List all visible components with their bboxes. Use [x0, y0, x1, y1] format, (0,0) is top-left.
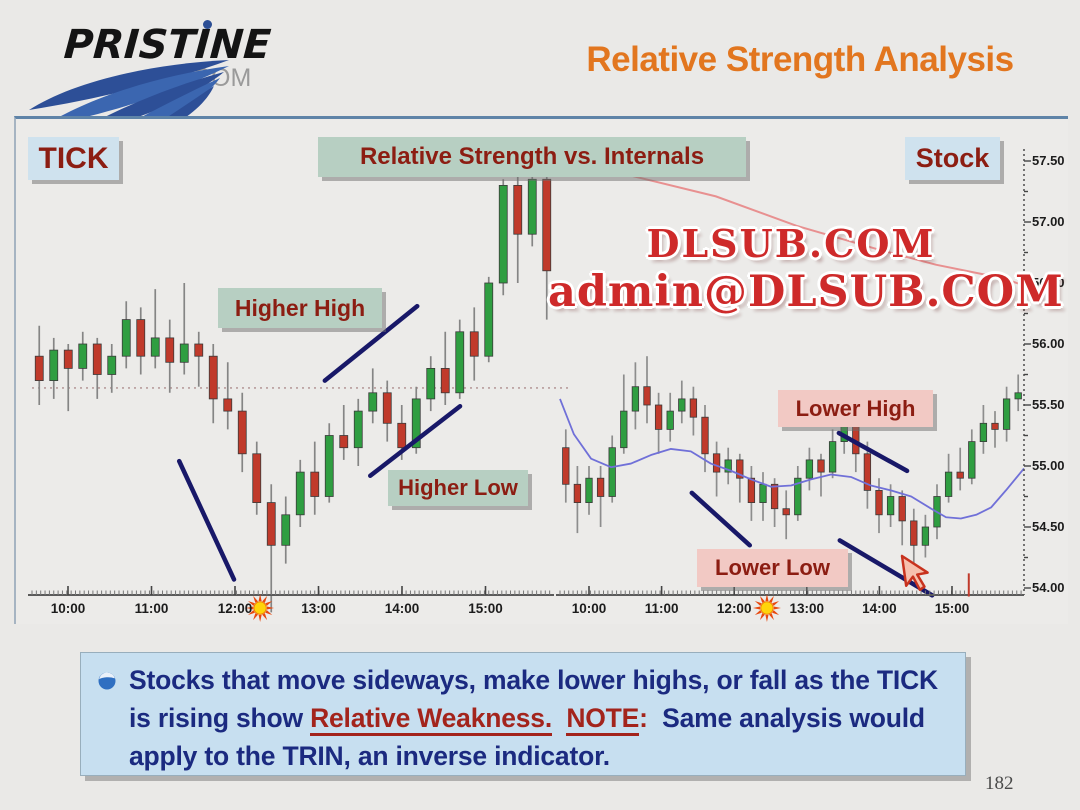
- time-label-1300: 13:00: [301, 601, 336, 616]
- tick-pane-label: TICK: [28, 137, 119, 180]
- watermark: DLSUB.COM admin@DLSUB.COM: [548, 221, 1064, 318]
- time-label-1300: 13:00: [789, 601, 825, 616]
- time-label-1100: 11:00: [134, 601, 169, 616]
- sun-icon: [752, 594, 781, 622]
- price-label-57.50: 57.50: [1032, 153, 1065, 168]
- pristine-logo: PRISTINE .COM: [18, 14, 278, 144]
- sun-icon: [246, 594, 275, 622]
- note-text-1: Stocks that move sideways, make lower hi…: [129, 665, 938, 733]
- price-label-56.00: 56.00: [1032, 336, 1065, 351]
- lower-low-label: Lower Low: [697, 549, 848, 587]
- moving-average-line: [559, 398, 1025, 520]
- note-box: Stocks that move sideways, make lower hi…: [80, 652, 966, 776]
- price-label-54.50: 54.50: [1032, 519, 1065, 534]
- price-label-55.00: 55.00: [1032, 458, 1065, 473]
- lower-high-line: [836, 430, 910, 474]
- lower-high-label: Lower High: [778, 390, 933, 427]
- time-label-1500: 15:00: [468, 601, 503, 616]
- note-relative-weakness: Relative Weakness.: [310, 703, 552, 736]
- time-label-1000: 10:00: [571, 601, 607, 616]
- downtrend-into-low: [176, 458, 237, 582]
- page-number: 182: [985, 773, 1014, 794]
- right-candles: [562, 356, 1022, 564]
- time-label-1400: 14:00: [384, 601, 420, 616]
- note-note-word: NOTE: [566, 703, 639, 736]
- time-label-1200: 12:00: [217, 601, 253, 616]
- price-label-55.50: 55.50: [1032, 397, 1065, 412]
- red-decline-line: [625, 173, 1025, 287]
- mouse-cursor-icon: [900, 554, 929, 592]
- chart-panel: 10:00 11:00 12:00 13:00 14:00 15:00 10:00 11:00…: [14, 116, 1068, 624]
- note-spacer: [552, 703, 566, 733]
- time-label-1500: 15:00: [934, 601, 970, 616]
- note-colon: :: [639, 703, 648, 733]
- bullet-sphere-icon: [98, 672, 116, 690]
- higher-low-label: Higher Low: [388, 470, 528, 506]
- price-label-57.00: 57.00: [1032, 214, 1065, 229]
- early-downtrend: [689, 490, 753, 548]
- pristine-logo-i-dot: [203, 20, 212, 29]
- price-label-56.50: 56.50: [1032, 275, 1065, 290]
- stock-pane-label: Stock: [905, 137, 1000, 180]
- watermark-line1: DLSUB.COM: [646, 221, 936, 266]
- time-label-1400: 14:00: [862, 601, 897, 616]
- higher-high-label: Higher High: [218, 288, 382, 328]
- time-label-1000: 10:00: [50, 601, 86, 616]
- time-label-1200: 12:00: [716, 601, 752, 616]
- chart-heading-label: Relative Strength vs. Internals: [318, 137, 746, 177]
- left-candles: [34, 167, 552, 613]
- time-label-1100: 11:00: [644, 601, 679, 616]
- charts-canvas: [28, 149, 1031, 622]
- note-text-2: Same analysis would apply to the TRIN, a…: [129, 703, 925, 771]
- page-title: Relative Strength Analysis: [586, 40, 1014, 79]
- watermark-line2: admin@DLSUB.COM: [548, 266, 1064, 317]
- price-label-54.00: 54.00: [1032, 580, 1065, 595]
- higher-high-line: [322, 303, 420, 383]
- higher-low-line: [368, 403, 463, 479]
